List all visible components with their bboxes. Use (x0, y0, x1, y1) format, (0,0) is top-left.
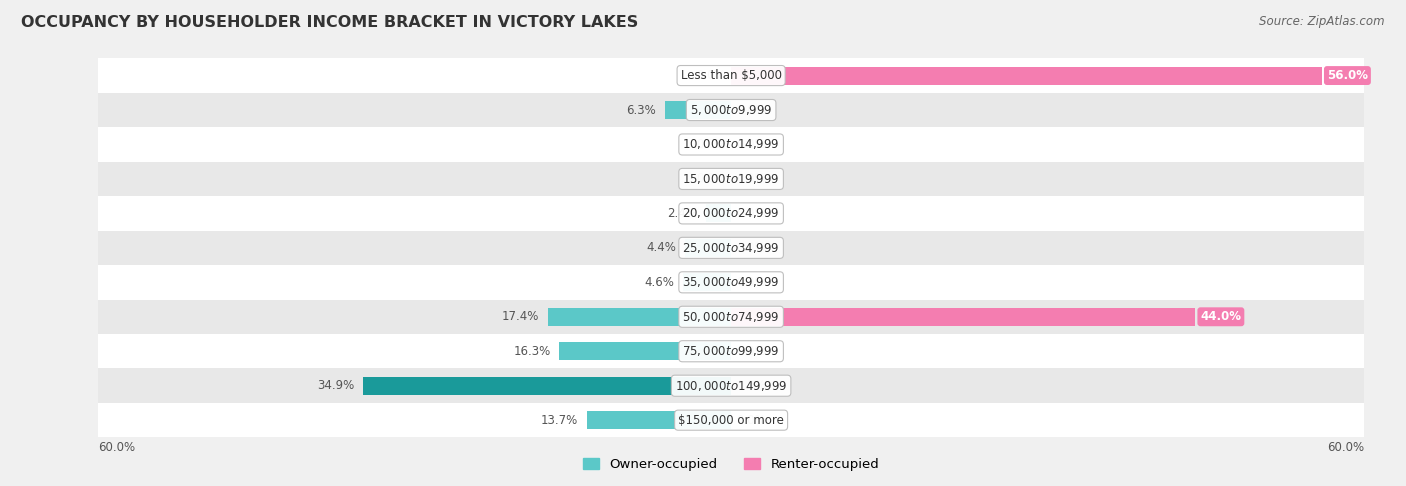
Text: $50,000 to $74,999: $50,000 to $74,999 (682, 310, 780, 324)
Bar (685, 239, 731, 257)
Text: 0.0%: 0.0% (737, 242, 766, 254)
Bar (731, 308, 1195, 326)
Text: 6.3%: 6.3% (627, 104, 657, 117)
Text: 60.0%: 60.0% (98, 441, 135, 454)
Text: $35,000 to $49,999: $35,000 to $49,999 (682, 276, 780, 289)
Bar (98, 162, 1364, 196)
Bar (98, 299, 1364, 334)
Legend: Owner-occupied, Renter-occupied: Owner-occupied, Renter-occupied (578, 452, 884, 476)
Bar (98, 334, 1364, 368)
Text: $15,000 to $19,999: $15,000 to $19,999 (682, 172, 780, 186)
Text: 0.0%: 0.0% (737, 207, 766, 220)
Text: 0.0%: 0.0% (737, 414, 766, 427)
Text: $20,000 to $24,999: $20,000 to $24,999 (682, 207, 780, 220)
Bar (363, 377, 731, 395)
Text: 0.0%: 0.0% (696, 69, 725, 82)
Text: 60.0%: 60.0% (1327, 441, 1364, 454)
Bar (706, 205, 731, 223)
Text: $10,000 to $14,999: $10,000 to $14,999 (682, 138, 780, 152)
Text: 16.3%: 16.3% (513, 345, 551, 358)
Text: 0.0%: 0.0% (737, 379, 766, 392)
Bar (731, 67, 1322, 85)
Text: $150,000 or more: $150,000 or more (678, 414, 785, 427)
Text: 4.4%: 4.4% (647, 242, 676, 254)
Text: 4.6%: 4.6% (644, 276, 675, 289)
Bar (586, 411, 731, 429)
Text: 56.0%: 56.0% (1327, 69, 1368, 82)
Text: 0.0%: 0.0% (737, 104, 766, 117)
Text: 0.0%: 0.0% (737, 276, 766, 289)
Bar (98, 265, 1364, 299)
Bar (98, 58, 1364, 93)
Bar (665, 101, 731, 119)
Bar (98, 127, 1364, 162)
Text: 13.7%: 13.7% (541, 414, 578, 427)
Bar (547, 308, 731, 326)
Bar (560, 342, 731, 360)
Text: 0.0%: 0.0% (737, 345, 766, 358)
Text: Source: ZipAtlas.com: Source: ZipAtlas.com (1260, 15, 1385, 28)
Bar (98, 231, 1364, 265)
Bar (98, 368, 1364, 403)
Text: 0.0%: 0.0% (737, 138, 766, 151)
Text: 44.0%: 44.0% (1201, 310, 1241, 323)
Text: $25,000 to $34,999: $25,000 to $34,999 (682, 241, 780, 255)
Bar (98, 403, 1364, 437)
Text: Less than $5,000: Less than $5,000 (681, 69, 782, 82)
Text: $75,000 to $99,999: $75,000 to $99,999 (682, 344, 780, 358)
Text: $5,000 to $9,999: $5,000 to $9,999 (690, 103, 772, 117)
Text: 17.4%: 17.4% (502, 310, 538, 323)
Text: $100,000 to $149,999: $100,000 to $149,999 (675, 379, 787, 393)
Text: 0.0%: 0.0% (737, 173, 766, 186)
Bar (98, 93, 1364, 127)
Text: 0.0%: 0.0% (696, 138, 725, 151)
Bar (98, 196, 1364, 231)
Text: 2.4%: 2.4% (668, 207, 697, 220)
Text: 0.0%: 0.0% (696, 173, 725, 186)
Bar (683, 273, 731, 291)
Text: 34.9%: 34.9% (318, 379, 354, 392)
Text: OCCUPANCY BY HOUSEHOLDER INCOME BRACKET IN VICTORY LAKES: OCCUPANCY BY HOUSEHOLDER INCOME BRACKET … (21, 15, 638, 30)
